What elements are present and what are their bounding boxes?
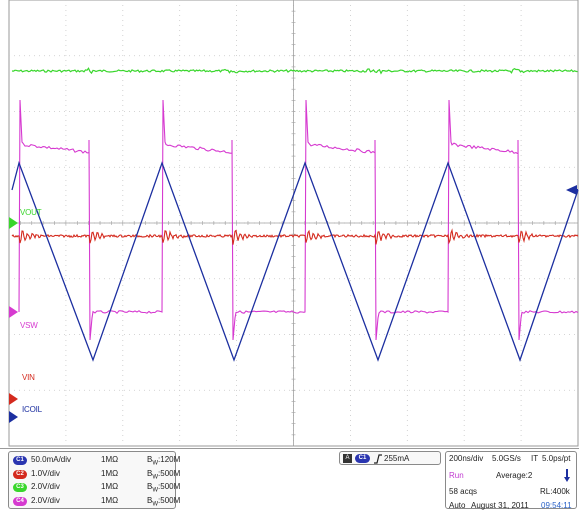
channel-impedance: 1MΩ (101, 455, 119, 464)
acquisition-mode: Average:2 (496, 471, 533, 480)
ch1-ground-marker[interactable] (9, 411, 19, 423)
run-indicator-icon (564, 469, 570, 482)
record-length: RL:400k (540, 487, 570, 496)
channel-badge: C1 (13, 456, 27, 465)
channel-scale: 50.0mA/div (31, 455, 72, 464)
bandwidth-subscript: W (152, 487, 159, 494)
it-label: IT (531, 454, 539, 463)
bandwidth-subscript: W (152, 501, 159, 508)
status-bar: C1 50.0mA/div 1MΩ BW:120M C2 1.0V/div 1MΩ BW:50… (0, 449, 579, 510)
channel-row[interactable]: C3 2.0V/div 1MΩ BW:500M (13, 482, 180, 494)
channel-badge: C3 (13, 483, 27, 492)
channel-row[interactable]: C4 2.0V/div 1MΩ BW:500M (13, 495, 180, 508)
vin-waveform (11, 228, 579, 245)
bandwidth-value: :500M (158, 482, 181, 491)
channel-settings-panel: C1 50.0mA/div 1MΩ BW:120M C2 1.0V/div 1MΩ BW:50… (8, 451, 180, 509)
vin-trace-label: VIN (22, 373, 35, 382)
vout-waveform (11, 67, 578, 75)
trigger-source-pill: C1 (355, 454, 370, 463)
bandwidth-value: :120M (158, 455, 181, 464)
timebase: 200ns/div (449, 454, 484, 463)
icoil-trace-label: ICOIL (22, 405, 42, 414)
capture-time: 09:54:11 (541, 501, 572, 510)
channel-bandwidth: BW:120M (147, 455, 180, 467)
channel-row[interactable]: C2 1.0V/div 1MΩ BW:500M (13, 468, 180, 481)
bandwidth-subscript: W (152, 474, 159, 481)
channel-impedance: 1MΩ (101, 482, 119, 491)
waveform-plot (8, 0, 579, 447)
channel-badge: C4 (13, 496, 27, 506)
channel-badge: C2 (13, 469, 27, 479)
vsw-waveform (18, 99, 579, 341)
rising-edge-icon (374, 454, 382, 464)
waveform-display[interactable]: VOUT VSW VIN ICOIL (0, 0, 579, 449)
trigger-panel[interactable]: A C1 255mA (339, 451, 441, 465)
ch4-ground-marker[interactable] (9, 306, 19, 318)
channel-bandwidth: BW:500M (147, 469, 180, 481)
vout-trace-label: VOUT (20, 208, 42, 217)
interpolation-time: 5.0ps/pt (542, 454, 571, 463)
bandwidth-value: :500M (158, 495, 181, 505)
ch3-ground-marker[interactable] (9, 217, 19, 229)
channel-scale: 2.0V/div (31, 482, 60, 491)
acquisition-count: 58 acqs (449, 487, 478, 496)
ch2-ground-marker[interactable] (9, 393, 19, 405)
bandwidth-prefix: B (147, 495, 153, 505)
channel-scale: 1.0V/div (31, 468, 60, 478)
capture-date: August 31, 2011 (471, 501, 529, 510)
acquisition-panel: 200ns/div 5.0GS/s IT 5.0ps/pt Run Averag… (445, 451, 577, 510)
channel-impedance: 1MΩ (101, 468, 119, 478)
bandwidth-subscript: W (152, 460, 159, 467)
bandwidth-prefix: B (147, 468, 153, 478)
channel-bandwidth: BW:500M (147, 496, 180, 508)
run-state[interactable]: Run (449, 471, 464, 480)
trigger-mode: Auto (449, 501, 466, 510)
bandwidth-prefix: B (147, 482, 153, 491)
bandwidth-prefix: B (147, 455, 153, 464)
trigger-mode-badge: A (343, 454, 352, 463)
vsw-trace-label: VSW (20, 321, 38, 330)
trigger-level: 255mA (384, 454, 410, 463)
sample-rate: 5.0GS/s (492, 454, 521, 463)
channel-row[interactable]: C1 50.0mA/div 1MΩ BW:120M (13, 455, 180, 467)
channel-scale: 2.0V/div (31, 495, 60, 505)
trigger-level-marker[interactable] (566, 185, 578, 195)
channel-bandwidth: BW:500M (147, 482, 180, 494)
icoil-waveform (11, 160, 579, 362)
channel-impedance: 1MΩ (101, 495, 119, 505)
bandwidth-value: :500M (158, 468, 181, 478)
